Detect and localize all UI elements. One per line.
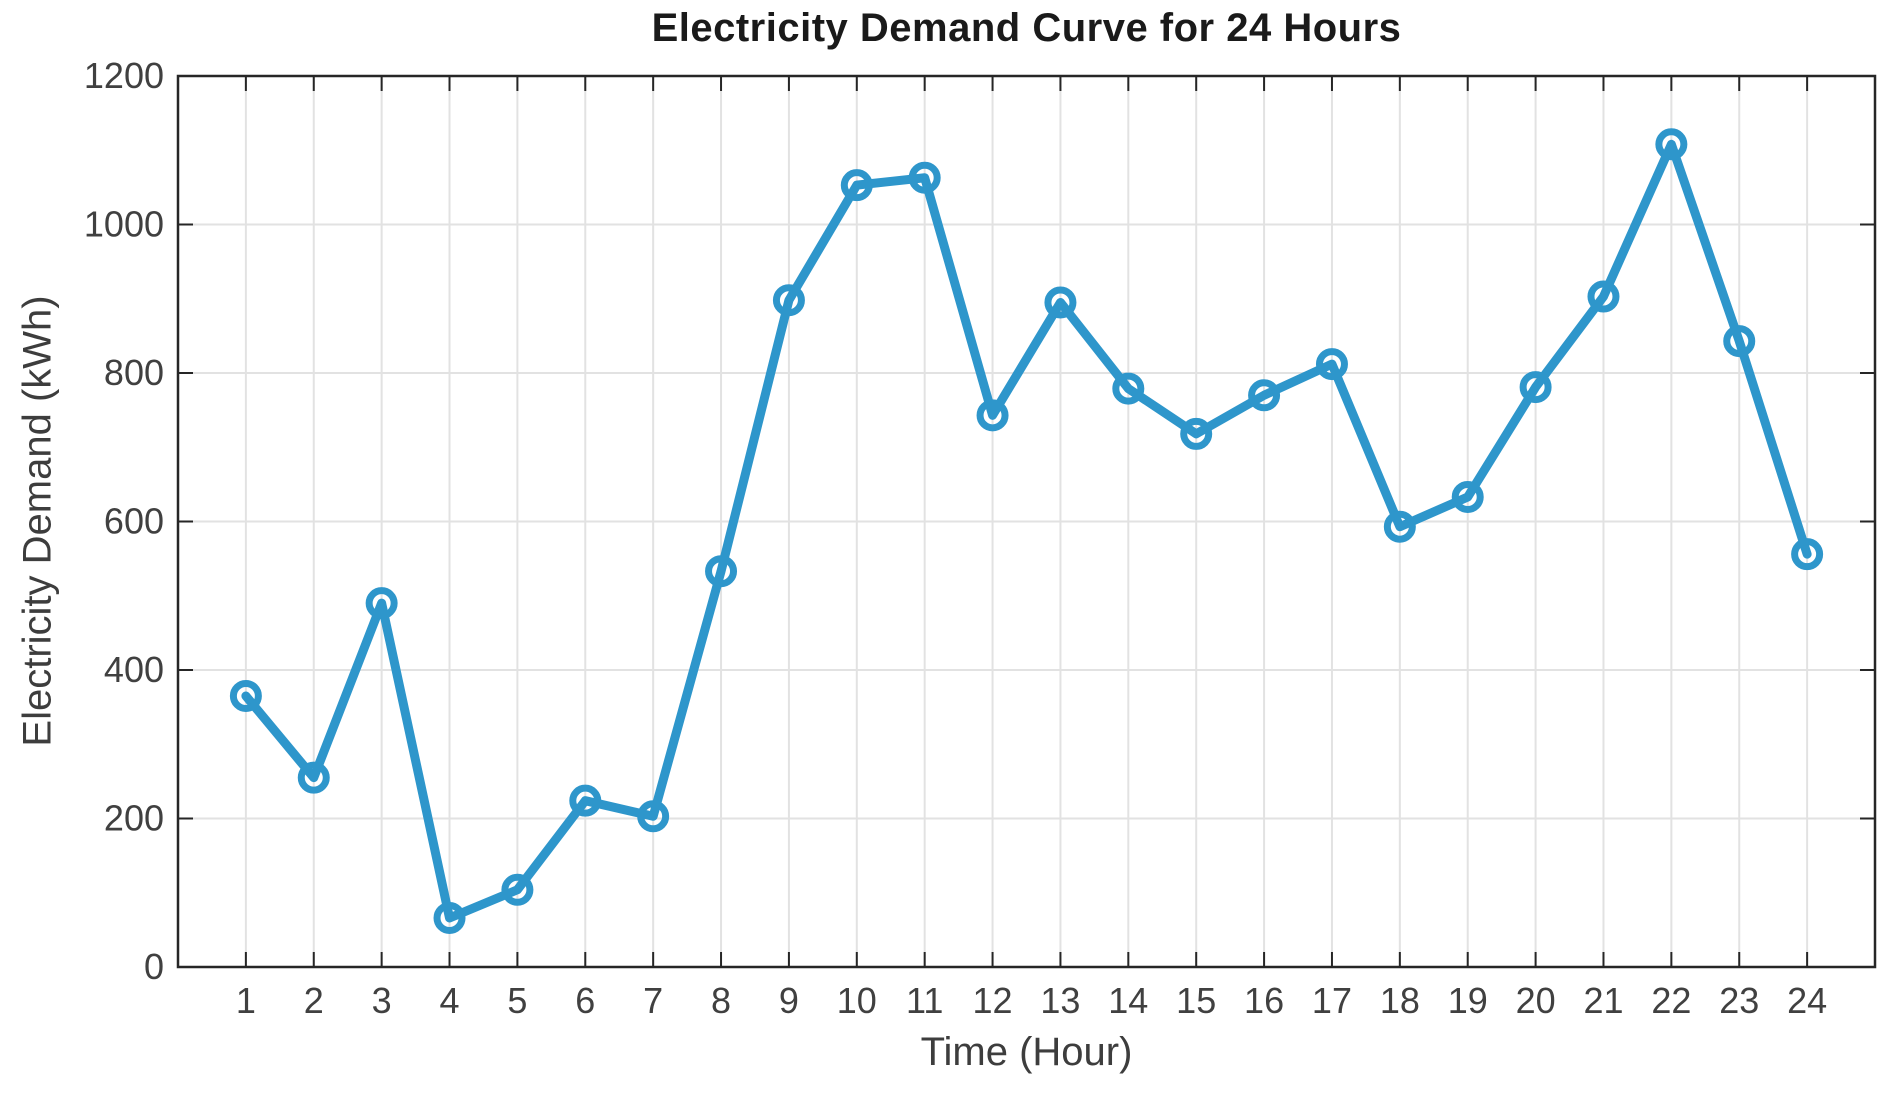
x-tick-label: 24 [1787, 980, 1827, 1021]
x-tick-label: 19 [1448, 980, 1488, 1021]
data-point [637, 800, 670, 833]
x-tick-label: 11 [906, 980, 943, 1021]
data-point-markers [229, 128, 1824, 934]
x-tick-label: 20 [1516, 980, 1556, 1021]
x-tick-label: 6 [575, 980, 595, 1021]
x-tick-label: 10 [837, 980, 877, 1021]
y-tick-label: 1000 [84, 204, 164, 245]
data-point [1180, 417, 1213, 450]
x-tick-label: 23 [1719, 980, 1759, 1021]
y-axis-label: Electricity Demand (kWh) [15, 295, 60, 747]
x-tick-label: 13 [1040, 980, 1080, 1021]
x-tick-label: 22 [1651, 980, 1691, 1021]
tick-marks [178, 75, 1875, 968]
y-tick-label: 800 [104, 352, 164, 393]
data-point [501, 873, 534, 906]
x-tick-label: 4 [440, 980, 460, 1021]
data-point [1451, 480, 1484, 513]
data-point [1044, 286, 1077, 319]
x-tick-label: 12 [973, 980, 1013, 1021]
data-point [705, 555, 738, 588]
data-point [772, 284, 805, 317]
x-tick-labels: 1 2 3 4 5 6 7 8 9 10 11 12 13 14 15 16 17 18 19 20 21 22 23 24 [236, 980, 1827, 1021]
x-tick-label: 2 [304, 980, 324, 1021]
data-point [229, 679, 262, 712]
demand-line [241, 139, 1812, 923]
data-point [1791, 538, 1824, 571]
x-tick-label: 18 [1380, 980, 1420, 1021]
data-point [365, 587, 398, 620]
x-tick-label: 7 [643, 980, 663, 1021]
axis-box [176, 74, 1877, 969]
x-tick-label: 21 [1583, 980, 1623, 1021]
x-axis-label: Time (Hour) [920, 1030, 1133, 1074]
data-point [433, 901, 466, 934]
data-point [1383, 510, 1416, 543]
x-tick-label: 3 [372, 980, 392, 1021]
data-point [569, 784, 602, 817]
data-point [1587, 280, 1620, 313]
data-point [1519, 371, 1552, 404]
y-tick-label: 0 [144, 946, 164, 987]
data-point [1723, 325, 1756, 358]
data-point [1248, 379, 1281, 412]
data-point [1315, 348, 1348, 381]
x-tick-label: 8 [711, 980, 731, 1021]
data-point [297, 761, 330, 794]
chart-title: Electricity Demand Curve for 24 Hours [651, 6, 1402, 50]
data-point [976, 399, 1009, 432]
data-point [908, 161, 941, 194]
data-point [1112, 372, 1145, 405]
x-tick-label: 16 [1244, 980, 1284, 1021]
x-tick-label: 17 [1312, 980, 1352, 1021]
y-tick-label: 200 [104, 798, 164, 839]
data-point [840, 169, 873, 202]
x-tick-label: 1 [236, 980, 256, 1021]
x-tick-label: 9 [779, 980, 799, 1021]
y-tick-label: 400 [104, 649, 164, 690]
x-tick-label: 14 [1108, 980, 1148, 1021]
x-tick-label: 15 [1176, 980, 1216, 1021]
y-tick-label: 600 [104, 501, 164, 542]
y-tick-label: 1200 [84, 55, 164, 96]
x-tick-label: 5 [507, 980, 527, 1021]
data-point [1655, 128, 1688, 161]
y-tick-labels: 0 200 400 600 800 1000 1200 [84, 55, 164, 987]
